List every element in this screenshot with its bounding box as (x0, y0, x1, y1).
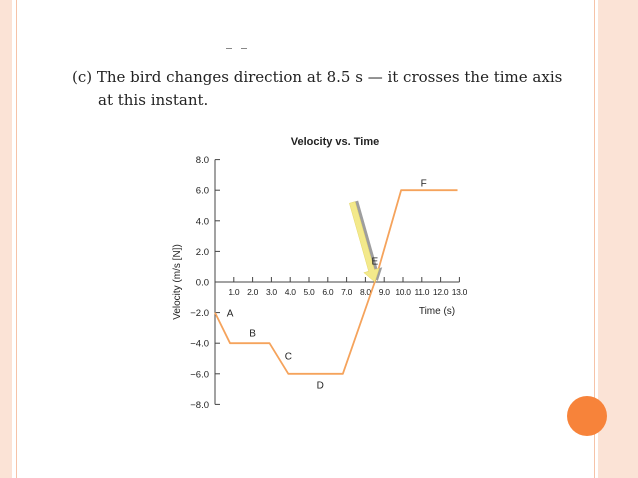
velocity-series-line (214, 189, 458, 375)
y-tick-label: −6.0 (190, 369, 209, 380)
point-label-c: C (285, 351, 292, 362)
x-tick-label: 13.0 (452, 287, 468, 297)
chart-title: Velocity vs. Time (291, 136, 379, 148)
y-tick-label: 0.0 (196, 278, 209, 289)
slide-frame-left (0, 0, 12, 478)
slide-frame-left-line (16, 0, 17, 478)
y-ticks: 8.0 6.0 4.0 2.0 0.0 −2.0 −4.0 −6.0 −8.0 (190, 155, 220, 411)
y-tick-label: 6.0 (196, 186, 209, 197)
x-tick-label: 11.0 (414, 287, 429, 297)
x-tick-label: 6.0 (322, 287, 333, 297)
caption-line-1: (c) The bird changes direction at 8.5 s … (72, 68, 563, 86)
x-tick-label: 9.0 (379, 287, 390, 297)
y-axis-label: Velocity (m/s [N]) (172, 244, 183, 320)
point-label-b: B (249, 328, 256, 339)
decorative-dash (241, 48, 247, 49)
y-tick-label: −4.0 (190, 339, 209, 350)
x-tick-label: 1.0 (228, 287, 239, 297)
x-axis-label: Time (s) (419, 306, 455, 317)
y-tick-label: −2.0 (190, 308, 209, 319)
direction-change-arrow (349, 201, 380, 283)
annotation-layer (349, 200, 383, 283)
caption: (c) The bird changes direction at 8.5 s … (72, 66, 592, 112)
x-tick-label: 12.0 (433, 287, 449, 297)
x-tick-label: 5.0 (304, 287, 315, 297)
x-tick-label: 8.0 (360, 287, 371, 297)
x-ticks: 1.0 2.0 3.0 4.0 5.0 6.0 7.0 8.0 9.0 10.0 11.0 12.0 1… (228, 277, 468, 297)
y-tick-label: −8.0 (190, 400, 209, 411)
point-label-d: D (317, 381, 324, 392)
decorative-dash (226, 48, 232, 49)
slide-frame-right (598, 0, 638, 478)
caption-line-2: at this instant. (98, 91, 209, 109)
x-tick-label: 4.0 (285, 287, 296, 297)
y-tick-label: 8.0 (196, 155, 209, 166)
point-label-a: A (227, 309, 234, 320)
x-tick-label: 7.0 (341, 287, 352, 297)
y-tick-label: 4.0 (196, 216, 209, 227)
x-tick-label: 10.0 (395, 287, 411, 297)
series-layer (214, 189, 458, 375)
point-label-f: F (421, 179, 427, 190)
y-tick-label: 2.0 (196, 247, 209, 258)
slide-frame-right-line (594, 0, 595, 478)
x-tick-label: 3.0 (266, 287, 277, 297)
point-label-e: E (371, 257, 378, 268)
point-labels: A B C D E F (227, 179, 427, 392)
slide-accent-dot (567, 396, 607, 436)
x-tick-label: 2.0 (247, 287, 258, 297)
